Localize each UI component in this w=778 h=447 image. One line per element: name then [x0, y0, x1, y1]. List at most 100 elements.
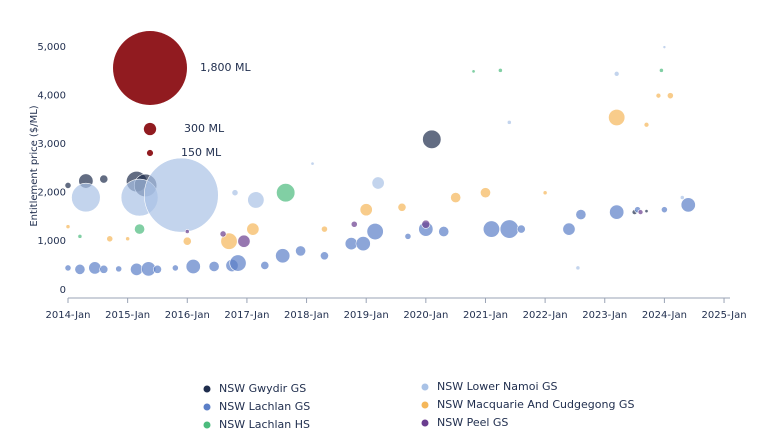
- legend-label: NSW Lachlan GS: [219, 400, 310, 413]
- bubble: [171, 264, 179, 272]
- bubble: [74, 263, 86, 275]
- legend-label: NSW Lower Namoi GS: [437, 380, 558, 393]
- bubble: [498, 68, 503, 73]
- x-tick-label: 2021-Jan: [463, 310, 508, 321]
- bubble: [371, 176, 385, 190]
- bubble: [609, 204, 625, 220]
- legend-label: NSW Peel GS: [437, 416, 508, 429]
- bubble: [71, 182, 101, 213]
- size-legend-bubble: [143, 122, 157, 136]
- bubble: [219, 230, 227, 238]
- bubble: [438, 226, 450, 237]
- bubble: [310, 161, 315, 166]
- bubble: [88, 261, 102, 275]
- y-axis-label: Entitlement price ($/ML): [29, 105, 40, 226]
- legend-label: NSW Macquarie And Cudgegong GS: [437, 398, 634, 411]
- y-tick-label: 1,000: [37, 236, 66, 247]
- x-tick-label: 2014-Jan: [45, 310, 90, 321]
- y-tick-label: 2,000: [37, 188, 66, 199]
- bubble: [575, 209, 587, 220]
- bubble: [130, 262, 144, 276]
- size-legend-bubble: [146, 149, 154, 157]
- bubble: [506, 119, 512, 125]
- bubble: [680, 197, 696, 213]
- bubble: [350, 220, 358, 228]
- bubble: [516, 224, 526, 234]
- x-tick-label: 2024-Jan: [642, 310, 687, 321]
- bubble: [184, 229, 190, 234]
- bubble: [422, 129, 442, 149]
- bubble: [359, 203, 373, 217]
- bubble: [662, 45, 667, 49]
- bubble: [231, 189, 239, 197]
- bubble: [366, 222, 384, 241]
- x-tick-label: 2019-Jan: [344, 310, 389, 321]
- bubble: [562, 222, 576, 236]
- bubble: [64, 264, 72, 272]
- bubble: [450, 192, 462, 203]
- bubble: [655, 92, 662, 99]
- x-tick-label: 2016-Jan: [165, 310, 210, 321]
- bubble: [344, 237, 358, 251]
- bubble: [608, 108, 626, 127]
- bubble: [666, 92, 674, 100]
- bubble: [115, 265, 123, 273]
- x-tick-label: 2017-Jan: [224, 310, 269, 321]
- bubble: [575, 265, 581, 271]
- bubble: [679, 195, 685, 200]
- bubble: [471, 69, 476, 74]
- bubble: [185, 258, 201, 274]
- bubble: [659, 68, 664, 73]
- y-tick-label: 3,000: [37, 139, 66, 150]
- x-tick-label: 2022-Jan: [523, 310, 568, 321]
- bubble: [644, 209, 649, 214]
- bubble: [260, 261, 270, 270]
- bubble: [106, 235, 114, 243]
- x-tick-label: 2015-Jan: [105, 310, 150, 321]
- size-legend-label: 1,800 ML: [200, 61, 251, 74]
- bubble: [246, 222, 260, 236]
- bubble: [153, 264, 162, 274]
- x-tick-label: 2023-Jan: [582, 310, 627, 321]
- bubble: [499, 219, 519, 239]
- bubble: [247, 191, 265, 209]
- bubble: [661, 206, 668, 214]
- bubble: [237, 234, 251, 248]
- legend-marker: [203, 421, 211, 429]
- bubble: [542, 190, 548, 196]
- bubble: [220, 232, 238, 250]
- bubble: [643, 122, 650, 128]
- bubble: [229, 254, 247, 272]
- bubble: [64, 182, 72, 189]
- bubble: [276, 183, 296, 203]
- legend-marker: [421, 401, 429, 409]
- bubble: [480, 187, 491, 199]
- legend-marker: [203, 403, 211, 411]
- legend-marker: [203, 385, 211, 393]
- bubble: [397, 202, 407, 212]
- legend-label: NSW Gwydir GS: [219, 382, 306, 395]
- bubble: [134, 223, 146, 235]
- legend-marker: [421, 419, 429, 427]
- bubble: [321, 225, 328, 233]
- size-legend-label: 150 ML: [181, 146, 222, 159]
- bubble: [637, 209, 644, 215]
- bubble: [320, 251, 329, 261]
- y-tick-label: 0: [60, 285, 66, 296]
- bubble: [482, 220, 500, 238]
- bubble: [125, 236, 130, 242]
- bubble: [404, 232, 412, 240]
- bubble: [421, 219, 431, 229]
- x-tick-label: 2025-Jan: [702, 310, 747, 321]
- y-tick-label: 5,000: [37, 42, 66, 53]
- bubble: [99, 174, 109, 184]
- bubble: [144, 157, 219, 233]
- bubble: [77, 234, 83, 239]
- bubble: [182, 236, 192, 246]
- bubble: [65, 224, 71, 230]
- bubble: [99, 264, 109, 274]
- bubble: [355, 236, 371, 252]
- y-tick-label: 4,000: [37, 91, 66, 102]
- legend-marker: [421, 383, 429, 391]
